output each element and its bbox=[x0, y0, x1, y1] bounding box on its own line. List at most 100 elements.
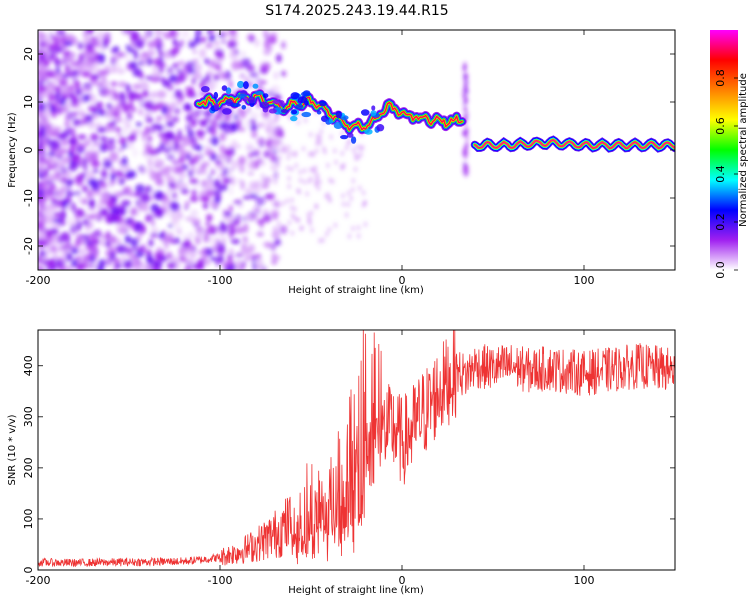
spectrogram-noise-blob bbox=[226, 254, 233, 260]
spectrogram-noise-blob bbox=[76, 221, 82, 231]
spectrogram-noise-blob bbox=[170, 102, 176, 109]
ridge-blob bbox=[316, 110, 322, 115]
spectrogram-noise-blob bbox=[159, 255, 168, 262]
spectrogram-noise-blob bbox=[171, 192, 178, 199]
spectrogram-noise-blob bbox=[123, 125, 129, 135]
spectrogram-noise-blob bbox=[40, 213, 47, 223]
spectrogram-noise-blob bbox=[90, 254, 96, 263]
spectrogram-noise-blob bbox=[67, 57, 74, 63]
spectrogram-noise-blob bbox=[276, 53, 282, 63]
spectrogram-x-tick-label: 100 bbox=[574, 274, 595, 287]
spectrogram-noise-blob bbox=[326, 192, 330, 198]
spectrogram-noise-blob bbox=[315, 141, 319, 147]
spectrogram-noise-blob bbox=[241, 242, 247, 250]
spectrogram-noise-blob bbox=[156, 90, 167, 99]
spectrogram-noise-blob bbox=[81, 70, 92, 78]
spectrogram-noise-blob bbox=[462, 169, 466, 175]
spectrogram-noise-blob bbox=[206, 41, 213, 48]
spectrogram-noise-blob bbox=[54, 171, 59, 181]
snr-x-tick-label: -200 bbox=[26, 574, 51, 587]
spectrogram-noise-blob bbox=[220, 220, 225, 228]
spectrogram-noise-blob bbox=[287, 175, 291, 181]
spectrogram-noise-blob bbox=[184, 248, 193, 254]
spectrogram-noise-blob bbox=[47, 151, 56, 157]
ridge-blob bbox=[319, 100, 327, 107]
spectrogram-noise-blob bbox=[67, 216, 74, 226]
spectrogram-noise-blob bbox=[114, 222, 120, 228]
spectrogram-noise-blob bbox=[229, 32, 238, 41]
spectrogram-noise-blob bbox=[189, 178, 199, 185]
spectrogram-noise-blob bbox=[122, 53, 132, 61]
spectrogram-noise-blob bbox=[84, 151, 89, 160]
spectrogram-noise-blob bbox=[149, 91, 158, 99]
spectrogram-noise-blob bbox=[112, 45, 120, 53]
spectrogram-noise-blob bbox=[40, 102, 46, 113]
spectrogram-noise-blob bbox=[187, 258, 195, 265]
spectrogram-noise-blob bbox=[261, 183, 270, 189]
spectrogram-noise-blob bbox=[214, 63, 222, 71]
spectrogram-noise-blob bbox=[205, 221, 211, 227]
spectrogram-noise-blob bbox=[247, 171, 255, 176]
spectrogram-noise-blob bbox=[228, 41, 238, 49]
spectrogram-noise-blob bbox=[144, 108, 152, 118]
spectrogram-noise-blob bbox=[62, 54, 69, 64]
spectrogram-noise-blob bbox=[234, 226, 245, 234]
spectrogram-noise-blob bbox=[214, 113, 223, 121]
ridge-blob bbox=[371, 105, 376, 111]
spectrogram-noise-blob bbox=[82, 93, 90, 103]
spectrogram-noise-blob bbox=[110, 173, 116, 181]
spectrogram-noise-blob bbox=[96, 203, 103, 211]
spectrogram-noise-blob bbox=[62, 73, 69, 79]
spectrogram-noise-blob bbox=[76, 262, 84, 270]
spectrogram-noise-blob bbox=[205, 145, 212, 153]
spectrogram-x-tick-label: 0 bbox=[399, 274, 406, 287]
spectrogram-noise-blob bbox=[240, 180, 245, 190]
spectrogram-noise-blob bbox=[247, 152, 253, 160]
spectrogram-noise-blob bbox=[183, 265, 192, 270]
spectrogram-noise-blob bbox=[167, 182, 177, 188]
spectrogram-noise-blob bbox=[135, 251, 145, 258]
spectrogram-noise-blob bbox=[340, 150, 344, 156]
spectrogram-noise-blob bbox=[144, 100, 154, 111]
snr-x-tick-label: 100 bbox=[574, 574, 595, 587]
spectrogram-noise-blob bbox=[328, 198, 332, 204]
spectrogram-noise-blob bbox=[216, 51, 224, 59]
spectrogram-noise-blob bbox=[71, 259, 78, 268]
spectrogram-noise-blob bbox=[463, 66, 467, 72]
spectrogram-noise-blob bbox=[168, 223, 173, 228]
spectrogram-noise-blob bbox=[46, 123, 51, 131]
spectrogram-noise-blob bbox=[136, 94, 143, 100]
spectrogram-noise-blob bbox=[71, 247, 78, 255]
spectrogram-noise-blob bbox=[230, 47, 238, 55]
spectrogram-noise-blob bbox=[190, 138, 196, 144]
spectrogram-noise-blob bbox=[239, 50, 247, 57]
spectrogram-noise-blob bbox=[44, 247, 51, 256]
spectrogram-noise-blob bbox=[38, 173, 44, 179]
spectrogram-noise-blob bbox=[84, 43, 94, 50]
spectrogram-noise-blob bbox=[62, 199, 68, 208]
spectrogram-noise-blob bbox=[68, 72, 75, 78]
spectrogram-noise-blob bbox=[193, 63, 202, 73]
spectrogram-noise-blob bbox=[270, 242, 276, 252]
spectrogram-noise-blob bbox=[105, 240, 111, 248]
spectrogram-noise-blob bbox=[79, 61, 84, 72]
spectrogram-noise-blob bbox=[196, 258, 205, 269]
spectrogram-noise-blob bbox=[187, 69, 196, 74]
spectrogram-noise-blob bbox=[119, 178, 125, 185]
spectrogram-noise-blob bbox=[189, 244, 196, 251]
spectrogram-noise-blob bbox=[221, 36, 226, 44]
spectrogram-noise-blob bbox=[38, 141, 44, 149]
spectrogram-noise-blob bbox=[233, 199, 243, 205]
spectrogram-noise-blob bbox=[345, 145, 349, 151]
spectrogram-noise-blob bbox=[228, 80, 233, 89]
spectrogram-noise-blob bbox=[341, 193, 345, 199]
spectrogram-noise-blob bbox=[250, 131, 258, 139]
spectrogram-noise-blob bbox=[82, 118, 88, 125]
spectrogram-noise-blob bbox=[178, 156, 183, 162]
spectrogram-noise-blob bbox=[233, 114, 239, 120]
spectrogram-noise-blob bbox=[43, 167, 49, 178]
snr-y-tick-label: 400 bbox=[22, 355, 35, 376]
spectrogram-noise-blob bbox=[181, 141, 190, 147]
spectrogram-noise-blob bbox=[326, 162, 330, 168]
spectrogram-noise-blob bbox=[191, 77, 196, 85]
